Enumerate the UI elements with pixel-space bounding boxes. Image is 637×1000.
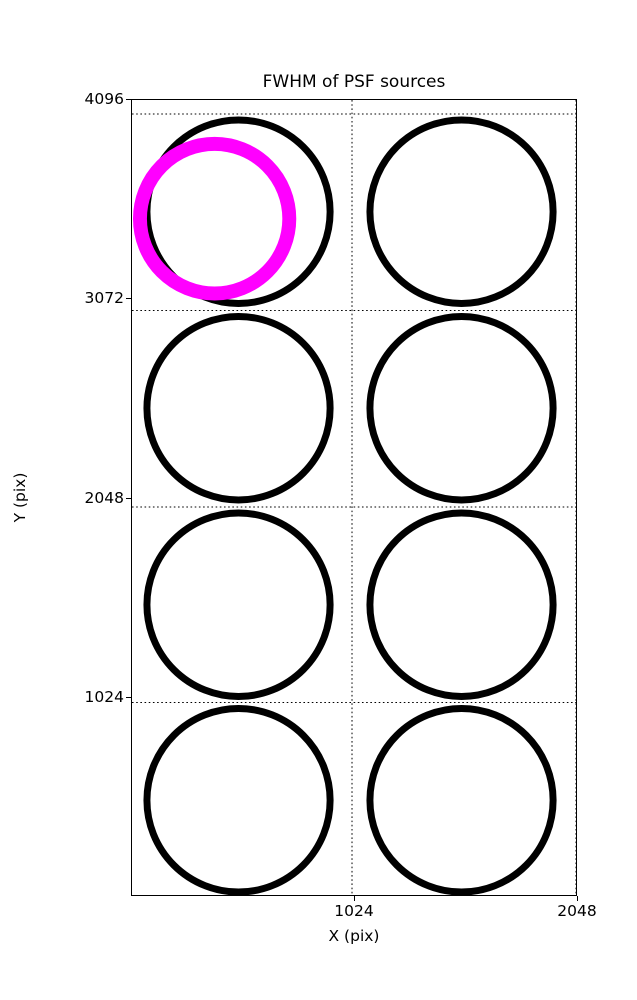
y-tick-label-2048: 2048 xyxy=(84,488,124,507)
plot-drawing-area xyxy=(132,100,576,895)
psf-source-marker-6 xyxy=(366,509,557,700)
x-axis-title: X (pix) xyxy=(328,927,380,945)
psf-source-marker-5 xyxy=(143,509,334,700)
psf-source-marker-8 xyxy=(366,705,557,895)
gridlines-group xyxy=(132,100,576,895)
x-axis-tick-labels: 1024 2048 xyxy=(131,902,596,926)
y-tick-mark-3072 xyxy=(126,298,131,300)
x-axis-tick-marks xyxy=(131,99,578,901)
page-title: FWHM of PSF sources xyxy=(262,72,446,92)
y-tick-label-3072: 3072 xyxy=(84,289,124,308)
x-tick-label-2048: 2048 xyxy=(557,902,597,920)
highlighted-source-marker xyxy=(132,136,297,301)
x-tick-mark-2048 xyxy=(577,896,578,901)
plot-axes-frame xyxy=(131,99,577,896)
y-tick-mark-2048 xyxy=(126,497,131,499)
y-tick-mark-4096 xyxy=(126,99,131,100)
psf-source-marker-2 xyxy=(366,116,557,307)
x-tick-mark-1024 xyxy=(354,896,355,901)
x-tick-label-1024: 1024 xyxy=(334,902,374,920)
psf-source-marker-3 xyxy=(143,312,334,504)
psf-source-markers-group xyxy=(143,116,557,895)
y-axis-title: Y (pix) xyxy=(11,472,29,523)
y-tick-mark-1024 xyxy=(126,696,131,698)
y-axis-title-wrapper: Y (pix) xyxy=(0,99,40,896)
psf-source-marker-7 xyxy=(143,705,334,895)
psf-source-marker-4 xyxy=(366,312,557,504)
highlighted-source-marker-group xyxy=(132,136,297,301)
y-tick-label-1024: 1024 xyxy=(84,687,124,706)
y-axis-tick-labels: 1024 2048 3072 4096 xyxy=(66,90,124,896)
y-tick-label-4096: 4096 xyxy=(84,90,124,108)
